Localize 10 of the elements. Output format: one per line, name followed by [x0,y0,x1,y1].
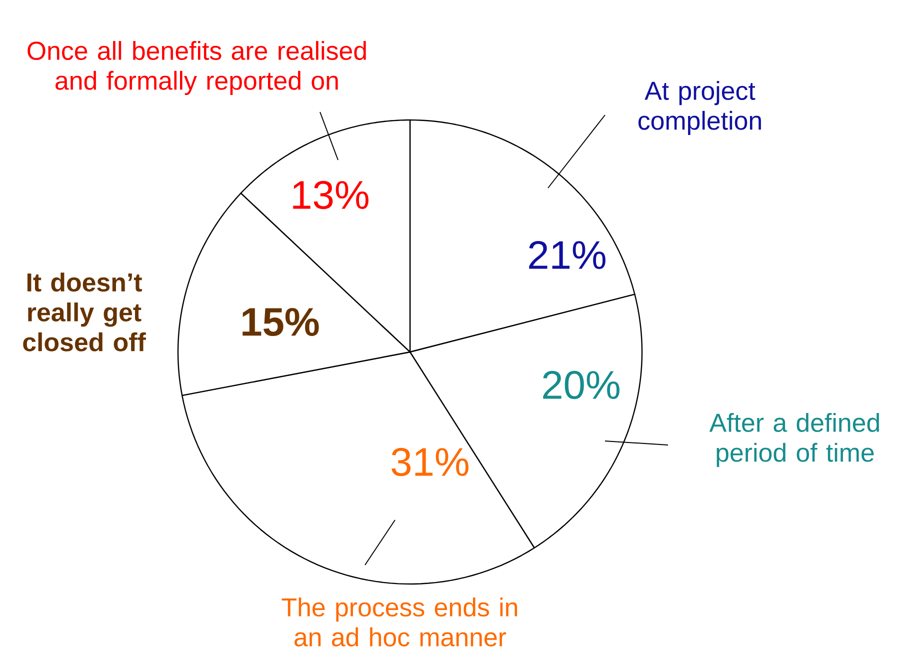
slice-label: Once all benefits are realised and formally reported on [28,40,366,96]
data-label: 31% [392,448,468,476]
legend-label: After a defined period of time [709,412,879,468]
slice-label: The process ends in an ad hoc manner [282,598,518,646]
data-label: 21% [529,240,606,270]
data-label: 13% [293,180,368,210]
slice-label: It doesn’t really get closed off [23,272,146,352]
slice-label: At project completion [638,80,761,136]
data-label: 15% [242,308,319,336]
data-label: 20% [543,370,620,400]
